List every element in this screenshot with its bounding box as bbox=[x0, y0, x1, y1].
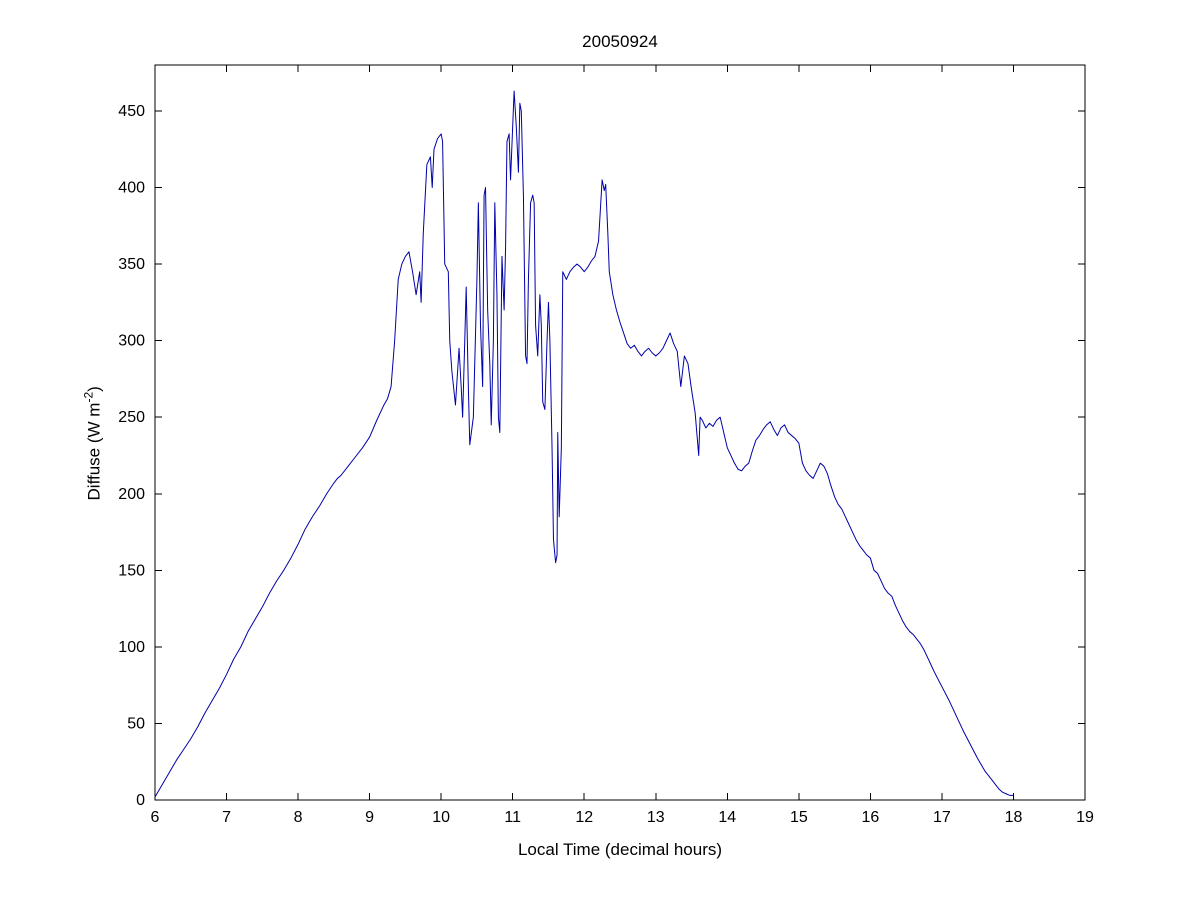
x-tick-label: 9 bbox=[365, 809, 374, 826]
x-tick-label: 7 bbox=[222, 809, 231, 826]
x-tick-label: 14 bbox=[718, 809, 736, 826]
y-axis-label-superscript: -2 bbox=[81, 391, 96, 403]
x-tick-label: 17 bbox=[933, 809, 951, 826]
y-axis-label-close: ) bbox=[84, 386, 104, 392]
x-tick-label: 18 bbox=[1005, 809, 1023, 826]
y-tick-label: 450 bbox=[118, 103, 145, 120]
y-tick-label: 50 bbox=[127, 715, 145, 732]
y-axis-label-main: Diffuse (W m bbox=[84, 402, 104, 501]
chart-title: 20050924 bbox=[582, 32, 658, 51]
y-tick-label: 300 bbox=[118, 333, 145, 350]
x-tick-label: 15 bbox=[790, 809, 808, 826]
y-tick-label: 350 bbox=[118, 256, 145, 273]
x-tick-label: 12 bbox=[575, 809, 593, 826]
y-tick-label: 100 bbox=[118, 639, 145, 656]
y-tick-label: 150 bbox=[118, 562, 145, 579]
x-tick-label: 8 bbox=[294, 809, 303, 826]
x-tick-label: 10 bbox=[432, 809, 450, 826]
x-tick-label: 19 bbox=[1076, 809, 1094, 826]
y-tick-label: 0 bbox=[136, 792, 145, 809]
series-line-diffuse-irradiance bbox=[154, 90, 1014, 798]
x-tick-label: 11 bbox=[504, 809, 521, 826]
y-axis-label: Diffuse (W m-2) bbox=[82, 0, 105, 900]
x-tick-label: 13 bbox=[647, 809, 665, 826]
x-tick-label: 16 bbox=[861, 809, 879, 826]
x-tick-label: 6 bbox=[151, 809, 160, 826]
x-axis-label: Local Time (decimal hours) bbox=[517, 840, 723, 859]
y-tick-label: 200 bbox=[118, 486, 145, 503]
y-tick-label: 400 bbox=[118, 180, 145, 197]
y-tick-label: 250 bbox=[118, 409, 145, 426]
axis-box bbox=[154, 64, 1086, 801]
